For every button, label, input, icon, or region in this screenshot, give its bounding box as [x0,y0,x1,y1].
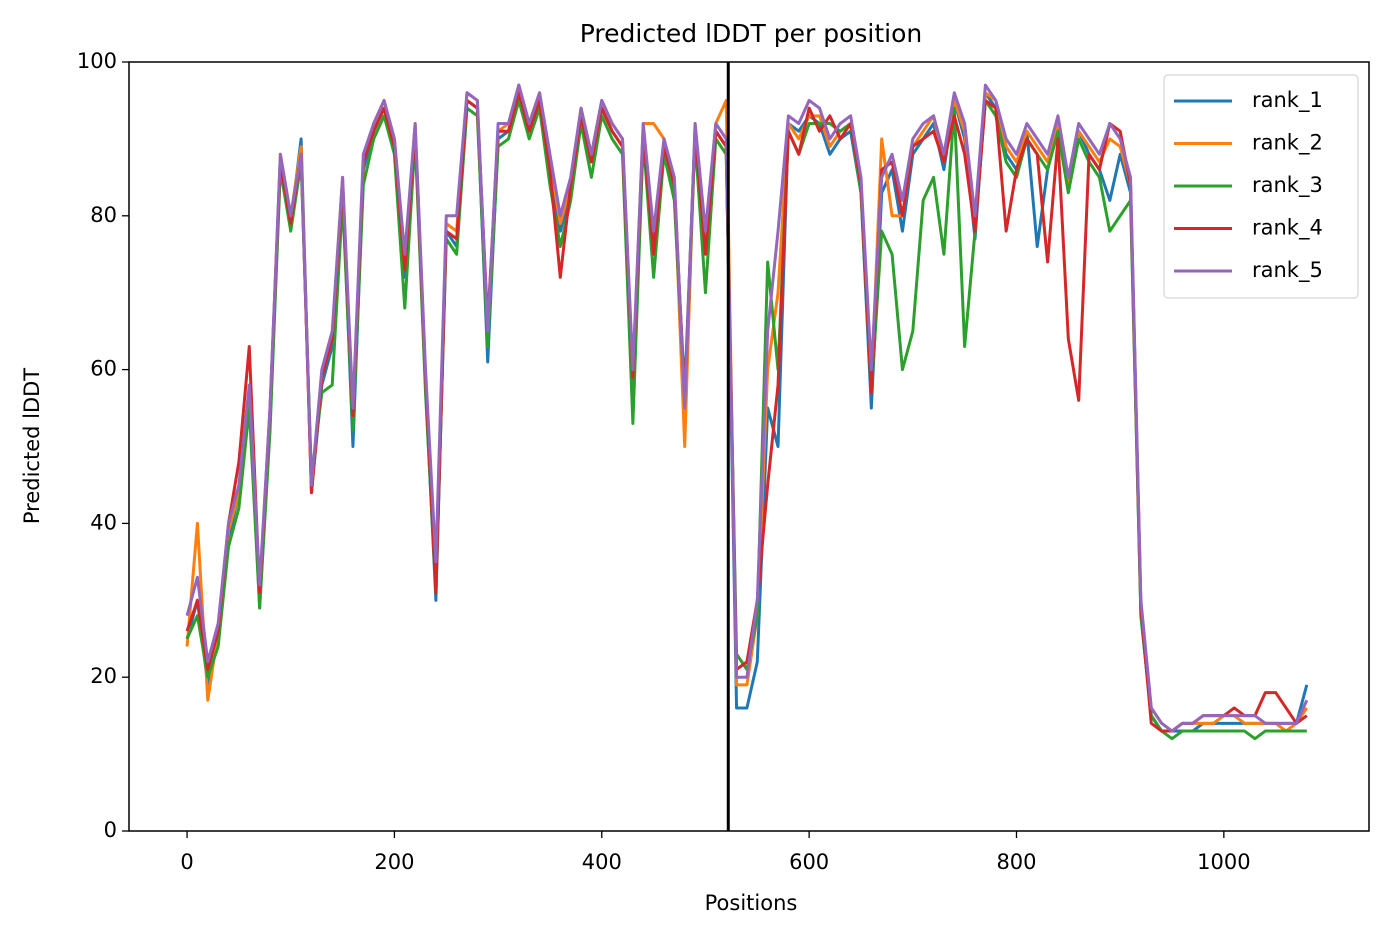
legend-label: rank_4 [1252,216,1323,241]
legend-label: rank_3 [1252,173,1323,198]
y-tick-label: 20 [90,664,117,688]
series-line [185,83,1309,733]
legend-box [1163,74,1359,299]
y-tick-label: 80 [90,203,117,227]
legend-label: rank_5 [1252,258,1323,283]
y-tick-label: 60 [90,357,117,381]
x-tick-label: 200 [374,850,414,874]
legend: rank_1 rank_2 rank_3 rank_4 rank_5 [1163,74,1359,299]
series-line [185,91,1308,733]
y-tick-label: 40 [90,510,117,534]
y-axis-label: Predicted lDDT [20,368,44,524]
x-axis-label: Positions [705,891,798,915]
x-tick-label: 400 [582,850,622,874]
y-tick-label: 0 [104,818,117,842]
x-tick-label: 600 [789,850,829,874]
chart-title: Predicted lDDT per position [580,19,922,48]
y-tick-label: 100 [77,49,117,73]
legend-label: rank_1 [1252,88,1323,113]
x-tick-label: 0 [180,850,193,874]
plot-frame [128,61,1370,832]
x-tick-label: 800 [996,850,1036,874]
x-tick-label: 1000 [1197,850,1250,874]
legend-label: rank_2 [1252,131,1323,156]
